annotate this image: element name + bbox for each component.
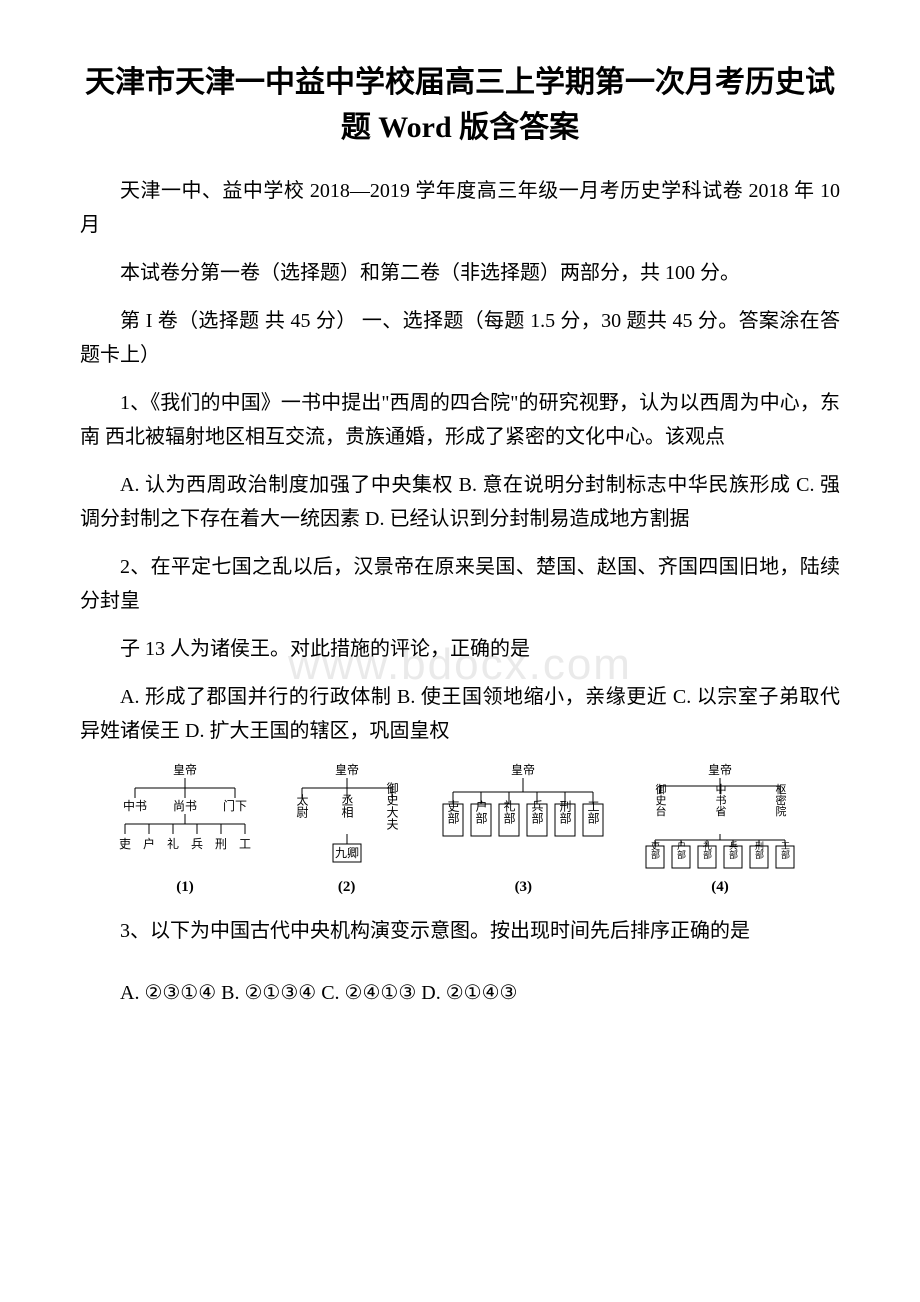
diagram-1: 皇帝 中书 尚书 门下 吏 户 礼 兵 (110, 762, 260, 896)
d3-top: 皇帝 (511, 762, 535, 777)
d2-mid-0: 太尉 (295, 793, 309, 818)
d2-top: 皇帝 (335, 762, 359, 777)
diagram-4: 皇帝 御史台 中书省 枢密院 (630, 762, 810, 896)
d4-label: (4) (630, 878, 810, 896)
d4-bot-0: 吏部 (650, 840, 660, 860)
diagram-3: 皇帝 吏部 户部 礼部 兵部 刑部 工部 (433, 762, 613, 896)
d3-bot-2: 礼部 (502, 799, 516, 824)
d4-bot-2: 礼部 (702, 840, 712, 860)
d1-mid-0: 中书 (123, 798, 147, 813)
d1-bot-3: 兵 (191, 837, 203, 851)
d1-bot-0: 吏 (119, 836, 131, 851)
d4-bot-1: 户部 (676, 840, 686, 860)
d1-mid-2: 门下 (223, 798, 247, 813)
d2-mid-2: 御史大夫 (385, 781, 399, 831)
d1-bot-2: 礼 (167, 836, 179, 851)
d4-bot-3: 兵部 (728, 840, 738, 860)
question-3-options: A. ②③①④ B. ②①③④ C. ②④①③ D. ②①④③ (80, 976, 840, 1010)
d4-mid-1: 中书省 (714, 783, 727, 817)
d4-bot-5: 工部 (780, 841, 790, 860)
paragraph-intro-2: 本试卷分第一卷（选择题）和第二卷（非选择题）两部分，共 100 分。 (80, 256, 840, 290)
d1-bot-1: 户 (143, 836, 155, 851)
question-2-stem-a: 2、在平定七国之乱以后，汉景帝在原来吴国、楚国、赵国、齐国四国旧地，陆续分封皇 (80, 550, 840, 618)
paragraph-section-header: 第 I 卷（选择题 共 45 分） 一、选择题（每题 1.5 分，30 题共 4… (80, 304, 840, 372)
d4-mid-0: 御史台 (654, 782, 667, 816)
document-content: 天津市天津一中益中学校届高三上学期第一次月考历史试题 Word 版含答案 天津一… (80, 60, 840, 1010)
d1-label: (1) (110, 878, 260, 896)
d2-label: (2) (277, 878, 417, 896)
d3-bot-0: 吏部 (446, 799, 460, 824)
paragraph-intro-1: 天津一中、益中学校 2018—2019 学年度高三年级一月考历史学科试卷 201… (80, 174, 840, 242)
question-3-stem: 3、以下为中国古代中央机构演变示意图。按出现时间先后排序正确的是 (80, 914, 840, 948)
d3-bot-1: 户部 (474, 799, 488, 824)
d1-bot-4: 刑 (215, 837, 227, 851)
d1-mid-1: 尚书 (173, 799, 197, 813)
diagram-2: 皇帝 太尉 丞相 御史大夫 九卿 (2) (277, 762, 417, 896)
d1-top: 皇帝 (173, 762, 197, 777)
d1-bot-5: 工 (239, 837, 251, 851)
question-2-stem-b: 子 13 人为诸侯王。对此措施的评论，正确的是 (80, 632, 840, 666)
d2-sub: 九卿 (335, 846, 359, 860)
d4-mid-2: 枢密院 (774, 782, 787, 816)
d3-label: (3) (433, 878, 613, 896)
d4-bot-4: 刑部 (754, 841, 764, 860)
d3-bot-4: 刑部 (558, 800, 572, 824)
diagram-row: 皇帝 中书 尚书 门下 吏 户 礼 兵 (110, 762, 810, 896)
question-1-options: A. 认为西周政治制度加强了中央集权 B. 意在说明分封制标志中华民族形成 C.… (80, 468, 840, 536)
d4-top: 皇帝 (708, 762, 732, 777)
question-2-options: A. 形成了郡国并行的行政体制 B. 使王国领地缩小，亲缘更近 C. 以宗室子弟… (80, 680, 840, 748)
question-1-stem: 1、《我们的中国》一书中提出"西周的四合院"的研究视野，认为以西周为中心，东南 … (80, 386, 840, 454)
d2-mid-1: 丞相 (340, 794, 354, 818)
d3-bot-5: 工部 (586, 800, 600, 824)
d3-bot-3: 兵部 (530, 800, 544, 824)
document-title: 天津市天津一中益中学校届高三上学期第一次月考历史试题 Word 版含答案 (80, 60, 840, 150)
